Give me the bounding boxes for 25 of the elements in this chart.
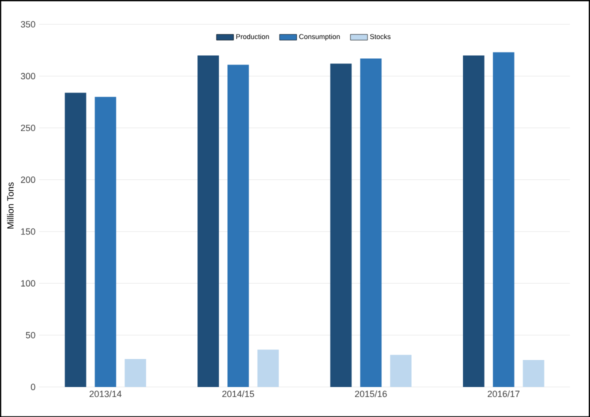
y-tick-label: 50	[26, 332, 36, 338]
bar	[492, 52, 514, 387]
y-tick-label: 200	[20, 176, 36, 183]
y-tick-label: 150	[21, 228, 36, 234]
bar	[522, 360, 544, 387]
y-tick-label: 350	[20, 20, 36, 28]
y-tick-label: 300	[20, 72, 36, 80]
bar	[64, 92, 86, 387]
bar	[360, 58, 382, 387]
bar	[124, 358, 146, 387]
x-tick-label: 2013/14	[90, 390, 122, 397]
bar	[227, 64, 249, 387]
bar	[330, 63, 352, 387]
bar	[198, 55, 219, 387]
x-tick-label: 2016/17	[488, 390, 520, 397]
y-axis-title: Million Tons	[7, 182, 14, 228]
bar	[94, 96, 116, 387]
y-tick-label: 0	[30, 384, 36, 390]
y-tick-label: 100	[21, 280, 36, 286]
y-tick-label: 250	[20, 124, 36, 131]
bar	[462, 55, 484, 387]
x-tick-label: 2015/16	[355, 390, 387, 397]
x-tick-label: 2014/15	[222, 390, 254, 397]
bar	[257, 349, 279, 387]
bar	[390, 354, 412, 387]
